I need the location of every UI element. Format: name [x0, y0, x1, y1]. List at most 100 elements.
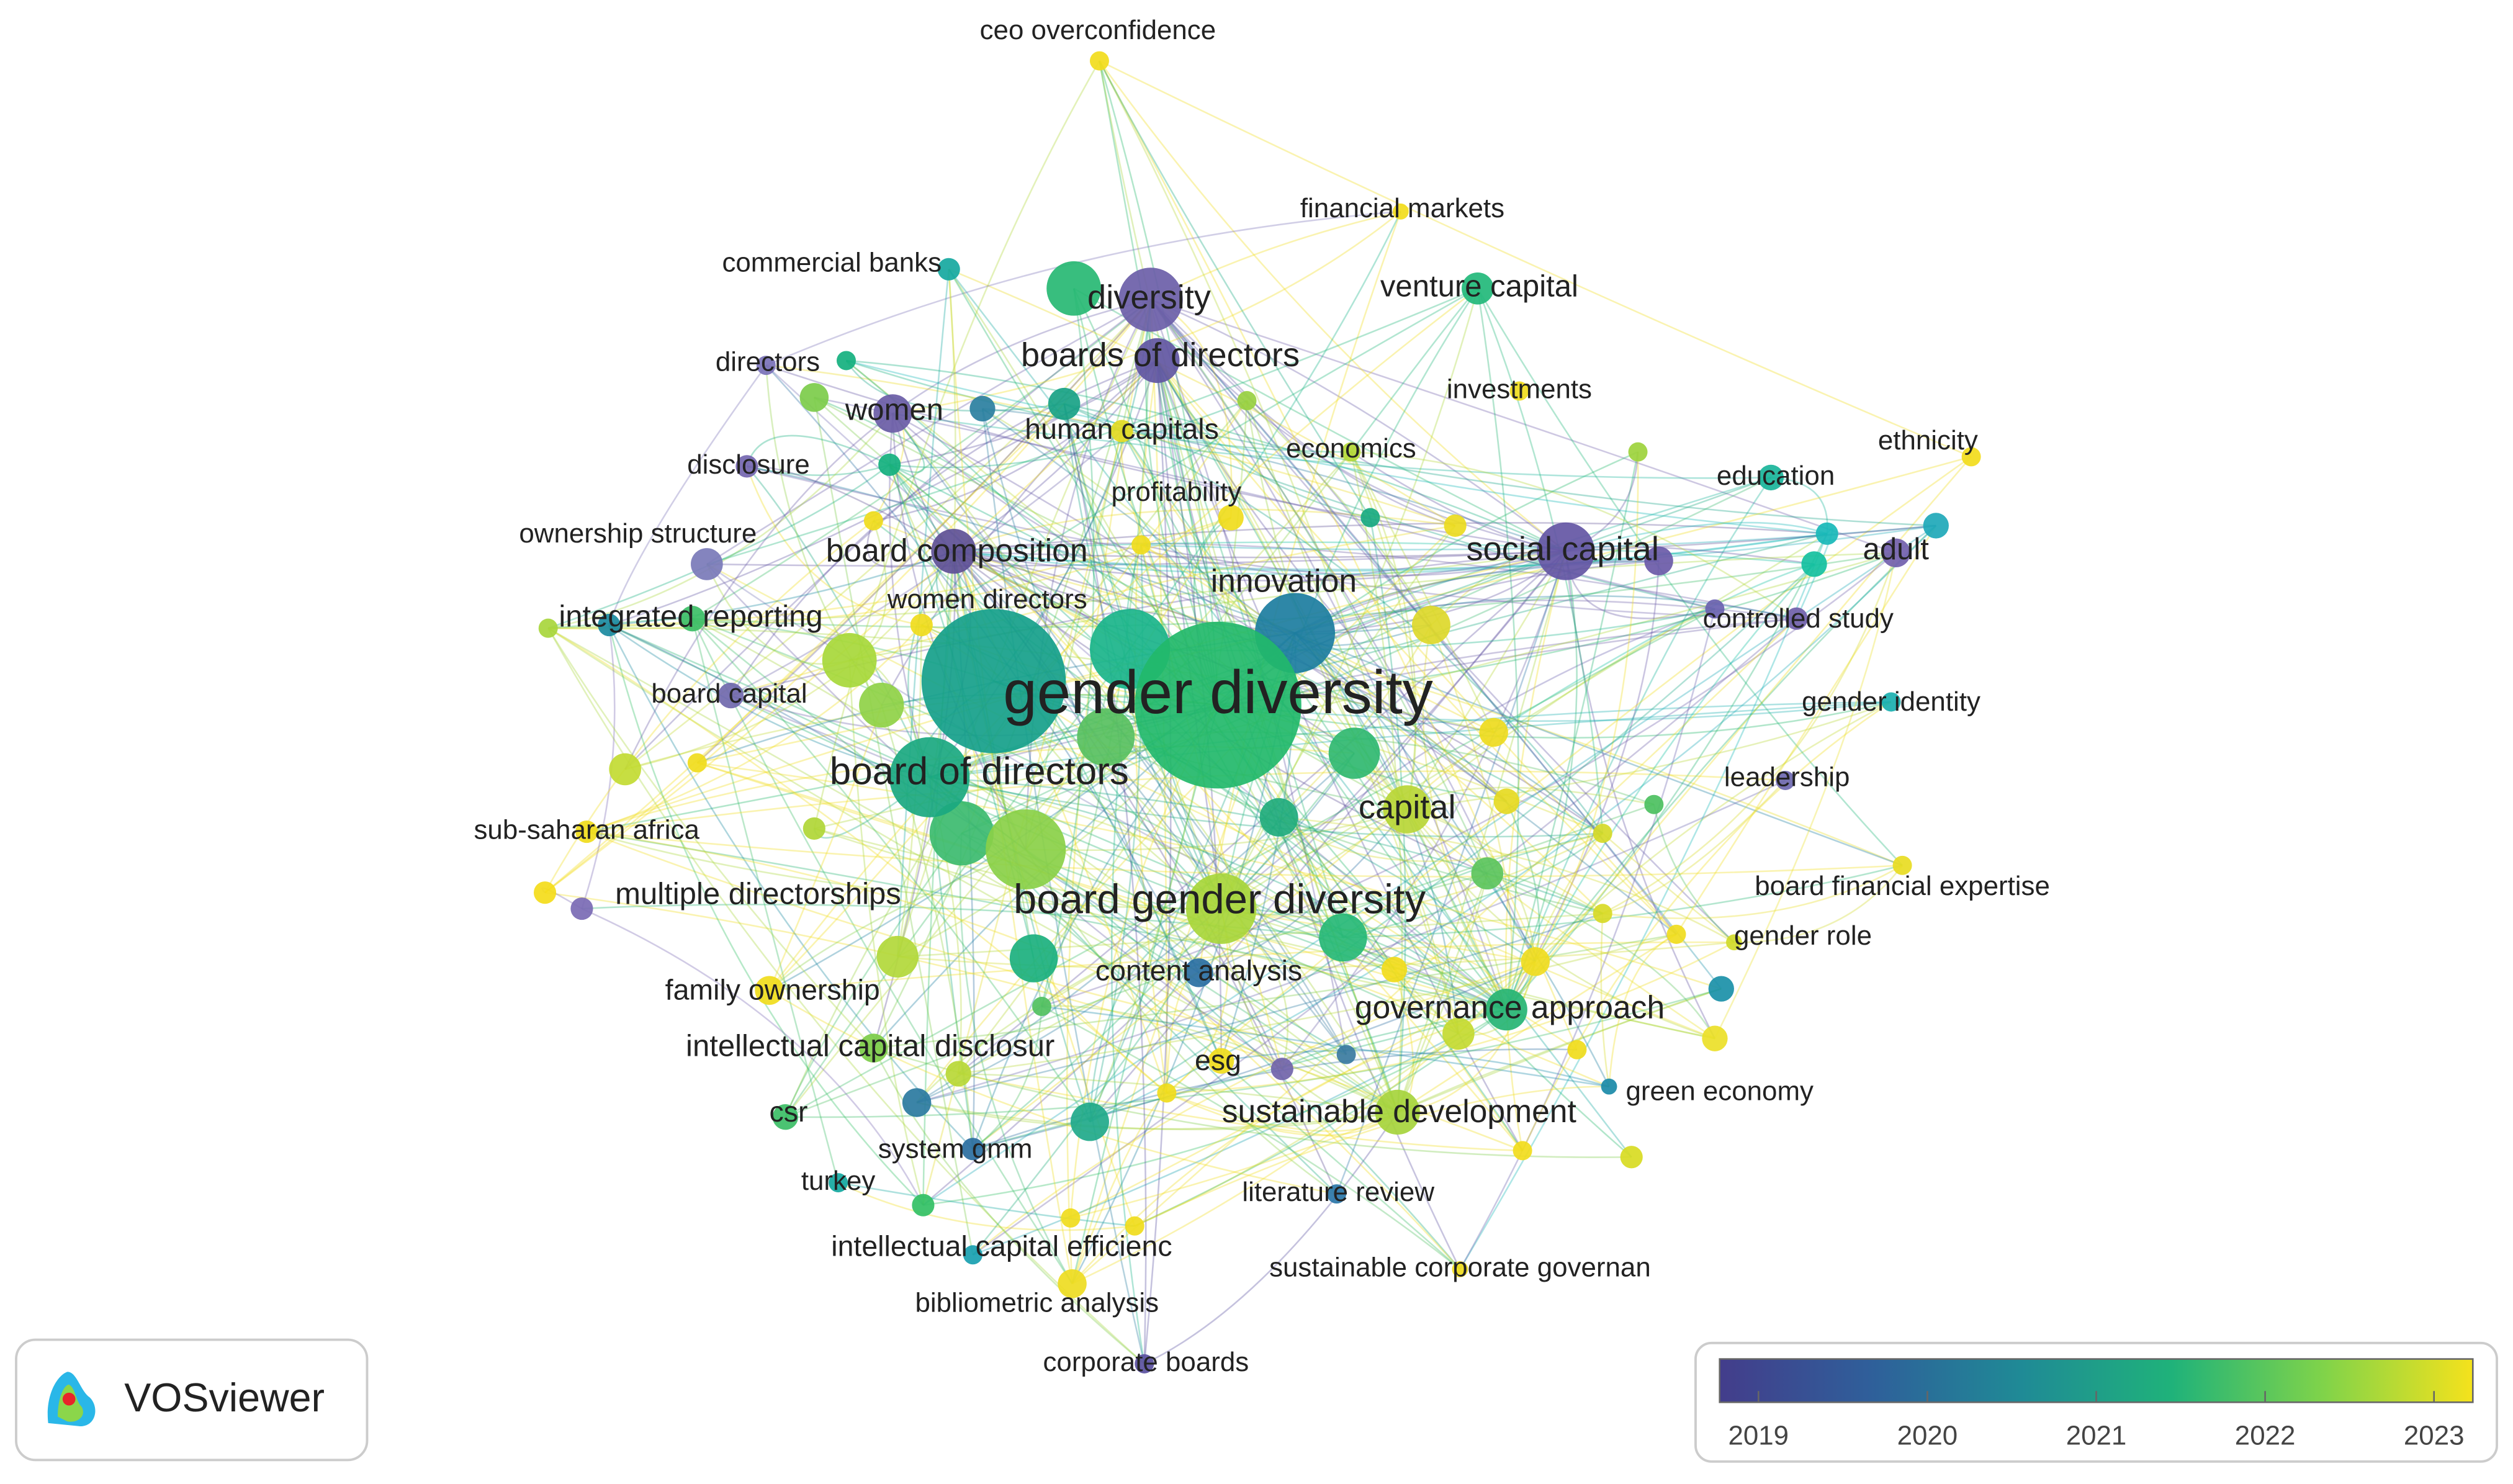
node — [1077, 708, 1135, 767]
node — [863, 511, 883, 531]
node — [609, 753, 641, 786]
edge — [1279, 816, 1735, 943]
edge — [1071, 618, 1797, 1285]
node — [969, 395, 996, 422]
edge — [1150, 299, 1567, 552]
edge — [544, 891, 1523, 1152]
edge — [846, 359, 1827, 535]
node — [1185, 873, 1257, 944]
edge — [1070, 1111, 1398, 1219]
edge — [1477, 288, 1904, 866]
edge — [706, 563, 1507, 1010]
node-label: ceo overconfidence — [980, 15, 1216, 45]
edge — [747, 465, 955, 552]
node — [1620, 1146, 1643, 1169]
edge — [873, 1048, 1145, 1365]
node — [1131, 535, 1151, 555]
edge — [1089, 551, 1567, 1123]
edge — [1166, 456, 1972, 1094]
edge — [696, 762, 1610, 1087]
edge — [768, 287, 1478, 991]
node — [1048, 387, 1081, 420]
edge — [1506, 551, 1578, 1010]
node-label: directors — [716, 347, 820, 377]
edge — [1506, 801, 1540, 1010]
logo-icon — [47, 1372, 96, 1427]
edge — [691, 618, 839, 1183]
edge — [1771, 477, 1828, 534]
edge — [897, 941, 1735, 969]
edge — [953, 550, 1567, 582]
edge — [785, 987, 1722, 1118]
node — [1058, 1269, 1087, 1298]
edge — [923, 1009, 1508, 1206]
edge — [547, 627, 1398, 1113]
node-label: diversity — [1087, 279, 1211, 316]
node-label: green economy — [1626, 1076, 1814, 1107]
node — [1046, 261, 1102, 316]
edge — [1150, 299, 1722, 989]
edge — [1504, 551, 1567, 1151]
edge — [1396, 551, 1567, 1113]
edge — [1218, 701, 1892, 722]
node — [533, 881, 557, 904]
node — [1628, 442, 1648, 462]
edge — [838, 1182, 1135, 1231]
colorbar-tick-label: 2019 — [1728, 1421, 1789, 1451]
edge — [1217, 704, 1524, 1151]
node-label: board capital — [651, 678, 807, 709]
edge — [1099, 60, 1567, 552]
node-label: multiple directorships — [615, 877, 901, 911]
edge — [587, 830, 1283, 1070]
node-label: board gender diversity — [1014, 876, 1426, 922]
edge — [1099, 60, 1972, 458]
node-label: sustainable corporate governan — [1269, 1252, 1651, 1283]
edge — [1064, 403, 1715, 610]
edge — [953, 522, 1827, 552]
node — [859, 682, 904, 728]
node — [1110, 420, 1133, 443]
node — [986, 809, 1066, 890]
node-label: gender diversity — [1003, 658, 1433, 726]
edge — [1071, 1009, 1507, 1285]
colorbar-tick-label: 2021 — [2066, 1421, 2127, 1451]
edge — [1089, 525, 1937, 1123]
edge — [1406, 809, 1715, 1040]
node — [598, 613, 621, 637]
edge — [1406, 551, 1567, 810]
edge — [1294, 632, 1536, 962]
edge — [892, 413, 1398, 1113]
edge — [1602, 780, 1786, 915]
edge — [1156, 360, 1460, 1034]
edge — [1041, 1005, 1398, 1113]
edge — [929, 701, 1892, 778]
node — [822, 632, 877, 688]
edge — [1565, 551, 1716, 1039]
edge — [696, 403, 1065, 763]
colorbar-ticks: 2019 2020 2021 2022 2023 — [1728, 1391, 2465, 1451]
edge — [547, 627, 1145, 1365]
node — [691, 548, 723, 580]
edge — [586, 830, 1507, 1010]
edge — [1565, 521, 1828, 552]
edge — [1350, 287, 1478, 452]
node-label: innovation — [1211, 563, 1357, 599]
node — [1509, 381, 1529, 401]
edge — [973, 961, 1536, 1150]
node — [1328, 727, 1380, 779]
edge — [1221, 907, 1715, 1040]
edge — [1134, 1033, 1459, 1227]
node — [1666, 924, 1686, 944]
edge — [953, 533, 1827, 575]
node — [921, 609, 1066, 753]
edge — [768, 704, 883, 991]
colorbar-tick-label: 2020 — [1897, 1421, 1958, 1451]
edge — [747, 464, 890, 476]
node — [772, 1104, 799, 1130]
edge — [1493, 563, 1815, 734]
edge — [1506, 451, 1639, 1010]
edge — [1121, 430, 1508, 1010]
edge — [1406, 809, 1508, 1010]
edge — [866, 520, 954, 568]
